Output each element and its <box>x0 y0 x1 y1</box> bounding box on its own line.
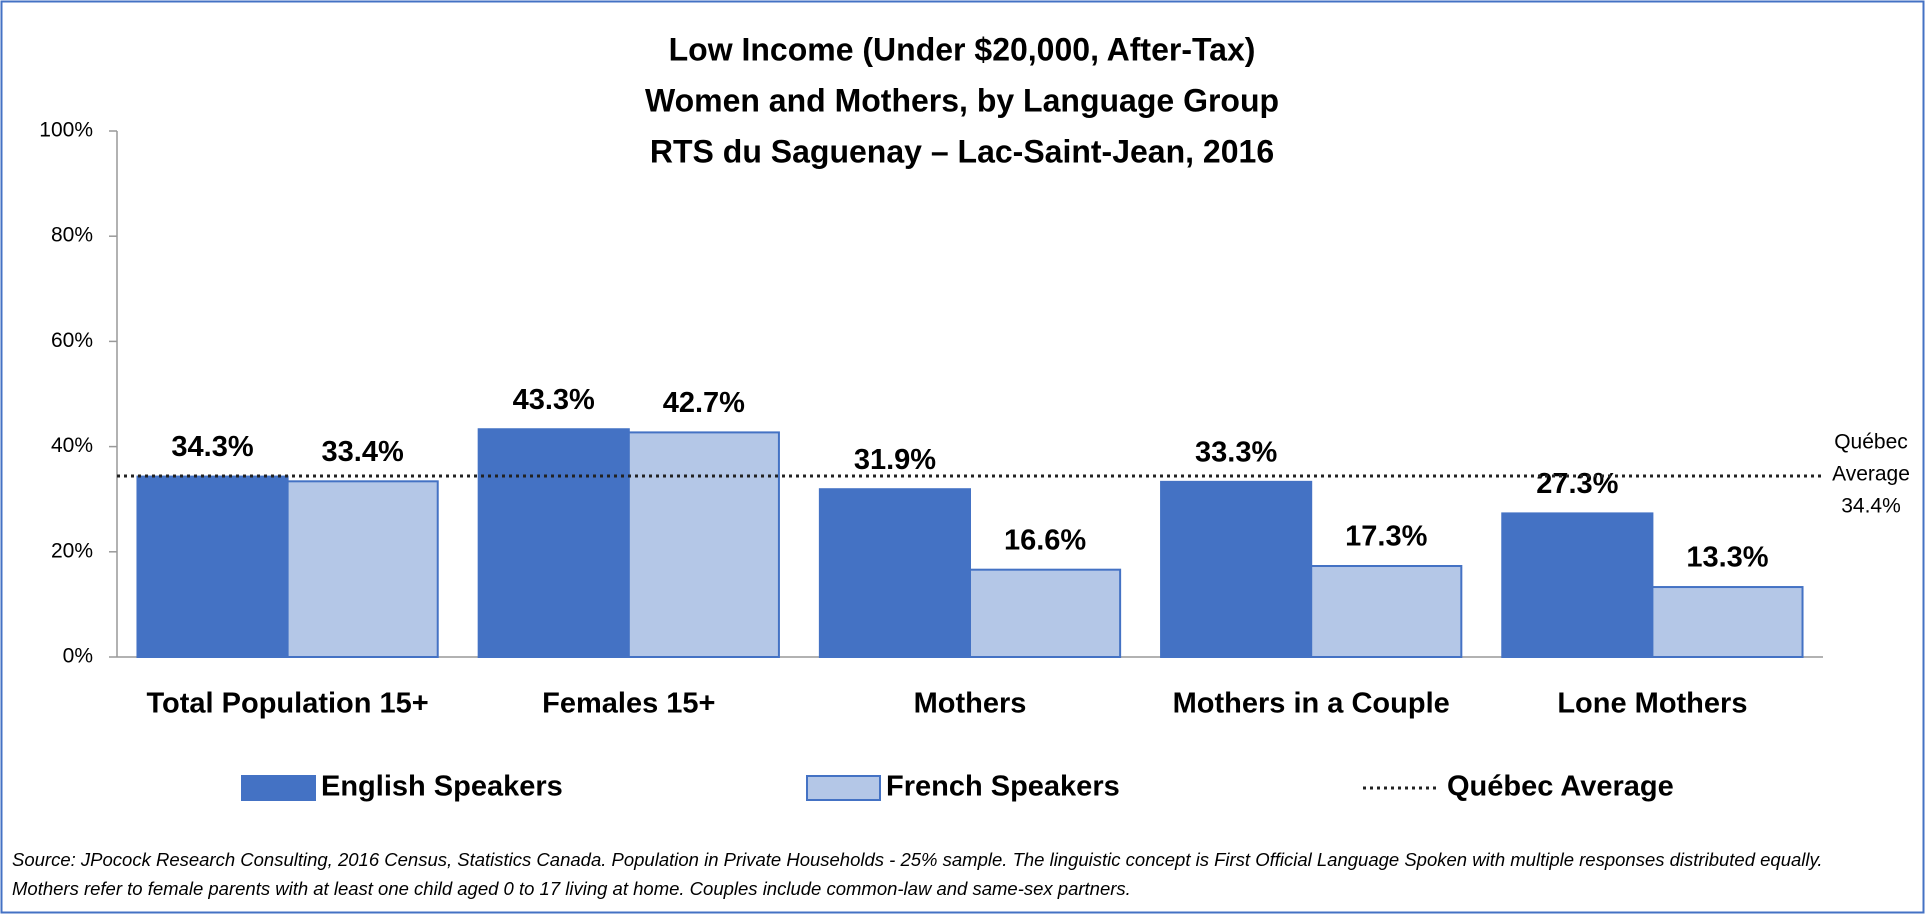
legend-swatch <box>241 775 316 801</box>
value-label: 42.7% <box>663 387 745 419</box>
value-label: 27.3% <box>1536 468 1618 500</box>
x-tick-label: Lone Mothers <box>1557 688 1747 720</box>
legend-label: Québec Average <box>1447 771 1674 803</box>
value-label: 31.9% <box>854 444 936 476</box>
bar <box>1160 480 1313 659</box>
y-tick-label: 80% <box>51 224 93 247</box>
x-tick-label: Mothers in a Couple <box>1173 688 1450 720</box>
value-label: 33.3% <box>1195 436 1277 468</box>
y-tick-label: 0% <box>63 645 93 668</box>
y-tick-label: 40% <box>51 434 93 457</box>
bar <box>286 480 439 659</box>
value-label: 34.3% <box>171 431 253 463</box>
legend-label: English Speakers <box>321 771 563 803</box>
value-label: 33.4% <box>322 436 404 468</box>
value-label: 17.3% <box>1345 521 1427 553</box>
y-tick-label: 20% <box>51 539 93 562</box>
reference-annotation: Québec <box>1834 431 1908 454</box>
bar <box>477 428 630 658</box>
bar <box>1501 512 1654 658</box>
y-tick-label: 60% <box>51 329 93 352</box>
chart-title: Women and Mothers, by Language Group <box>645 82 1279 118</box>
x-tick-label: Mothers <box>914 688 1027 720</box>
value-label: 16.6% <box>1004 524 1086 556</box>
bar <box>969 568 1122 659</box>
value-label: 43.3% <box>513 384 595 416</box>
chart-title: Low Income (Under $20,000, After-Tax) <box>669 31 1256 67</box>
legend-swatch <box>806 775 881 801</box>
bar <box>136 475 289 658</box>
chart-title: RTS du Saguenay – Lac-Saint-Jean, 2016 <box>650 133 1274 169</box>
x-tick-label: Females 15+ <box>542 688 715 720</box>
bar <box>1651 586 1804 658</box>
reference-annotation: 34.4% <box>1841 495 1901 518</box>
bar <box>818 488 972 658</box>
x-tick-label: Total Population 15+ <box>146 688 428 720</box>
value-label: 13.3% <box>1686 542 1768 574</box>
legend-label: French Speakers <box>886 771 1120 803</box>
bar <box>1310 565 1463 659</box>
bar <box>627 431 780 659</box>
source-note: Source: JPocock Research Consulting, 201… <box>12 849 1823 899</box>
y-tick-label: 100% <box>39 119 93 142</box>
reference-annotation: Average <box>1832 463 1910 486</box>
